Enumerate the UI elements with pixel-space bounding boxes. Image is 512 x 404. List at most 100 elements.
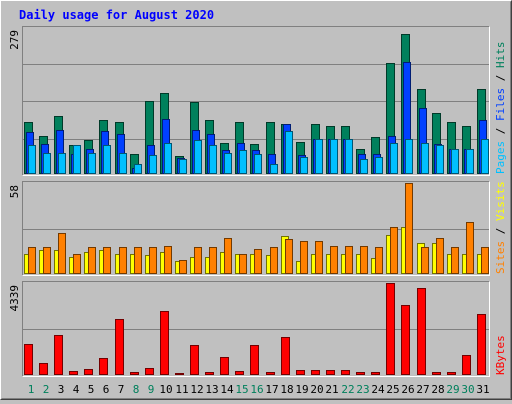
bar-kbytes-day-12 — [190, 345, 199, 375]
x-tick-day-22: 22 — [341, 383, 354, 396]
x-tick-day-28: 28 — [431, 383, 444, 396]
bar-sites-day-30 — [466, 222, 474, 274]
x-tick-day-30: 30 — [461, 383, 474, 396]
bar-sites-day-8 — [134, 247, 142, 274]
bar-sites-day-1 — [28, 247, 36, 274]
bar-kbytes-day-16 — [250, 345, 259, 375]
bar-sites-day-5 — [88, 247, 96, 274]
bar-pages-day-28 — [436, 145, 444, 174]
bar-pages-day-19 — [300, 157, 308, 174]
x-tick-day-29: 29 — [446, 383, 459, 396]
legend-separator: / — [494, 221, 507, 241]
x-tick-day-25: 25 — [386, 383, 399, 396]
panel-border-dark — [22, 181, 490, 276]
chart-panels: 279 Pages / Files / Hits 58 Sites / Visits 4… — [8, 26, 507, 377]
legend-visits: Visits — [494, 181, 507, 221]
bar-pages-day-9 — [149, 155, 157, 174]
x-tick-day-13: 13 — [205, 383, 218, 396]
x-tick-day-18: 18 — [280, 383, 293, 396]
bar-sites-day-17 — [270, 247, 278, 274]
bar-kbytes-day-1 — [24, 344, 33, 375]
panel-legend: KBytes — [494, 335, 507, 375]
bar-pages-day-13 — [209, 145, 217, 174]
bar-pages-day-31 — [481, 139, 489, 174]
x-tick-day-17: 17 — [265, 383, 278, 396]
bar-sites-day-9 — [149, 247, 157, 274]
bar-kbytes-day-18 — [281, 337, 290, 375]
bar-sites-day-29 — [451, 247, 459, 274]
bar-sites-day-3 — [58, 233, 66, 274]
bar-kbytes-day-14 — [220, 357, 229, 375]
bar-kbytes-day-23 — [356, 372, 365, 375]
bar-kbytes-day-10 — [160, 311, 169, 375]
panel-border-dark — [22, 281, 490, 377]
chart-title: Daily usage for August 2020 — [19, 8, 214, 22]
x-tick-day-1: 1 — [28, 383, 35, 396]
bar-sites-day-15 — [239, 254, 247, 274]
x-axis-day-labels: 1 2 3 4 5 6 7 8 9 10 11 12 13 14 15 16 17 18 19 20 21 22 23 24 2… — [28, 383, 490, 396]
bar-sites-day-21 — [330, 246, 338, 274]
x-tick-day-5: 5 — [88, 383, 95, 396]
bar-kbytes-day-2 — [39, 363, 48, 375]
bar-kbytes-day-28 — [432, 372, 441, 375]
x-tick-day-6: 6 — [103, 383, 110, 396]
bar-sites-day-23 — [360, 246, 368, 274]
panel-legend: Pages / Files / Hits — [494, 42, 507, 175]
series-pages — [28, 131, 489, 174]
bar-sites-day-13 — [209, 247, 217, 274]
x-tick-day-24: 24 — [371, 383, 385, 396]
bar-sites-day-12 — [194, 247, 202, 274]
bar-pages-day-20 — [315, 139, 323, 174]
bar-pages-day-1 — [28, 145, 36, 174]
bar-sites-day-2 — [43, 247, 51, 274]
bar-pages-day-27 — [421, 143, 429, 174]
panel-legend: Sites / Visits — [494, 181, 507, 274]
bar-kbytes-day-5 — [84, 369, 93, 375]
bar-kbytes-day-19 — [296, 370, 305, 375]
x-tick-day-23: 23 — [356, 383, 369, 396]
bar-kbytes-day-6 — [99, 358, 108, 375]
bar-sites-day-31 — [481, 247, 489, 274]
bar-sites-day-10 — [164, 246, 172, 274]
bar-kbytes-day-30 — [462, 355, 471, 375]
bar-sites-day-14 — [224, 238, 232, 274]
legend-hits: Hits — [494, 42, 507, 69]
panel-kbytes: 4339 KBytes — [8, 281, 507, 377]
x-tick-day-10: 10 — [159, 383, 172, 396]
x-tick-day-2: 2 — [43, 383, 50, 396]
bar-pages-day-14 — [224, 153, 232, 174]
legend-files: Files — [494, 88, 507, 121]
legend-pages: Pages — [494, 141, 507, 174]
legend-separator: / — [494, 121, 507, 141]
bar-kbytes-day-4 — [69, 371, 78, 375]
bar-pages-day-17 — [270, 164, 278, 174]
series-sites — [28, 183, 489, 274]
panel-border-light — [22, 181, 490, 276]
bar-kbytes-day-27 — [417, 288, 426, 375]
bar-pages-day-5 — [88, 153, 96, 174]
x-tick-day-11: 11 — [175, 383, 188, 396]
bar-kbytes-day-8 — [130, 372, 139, 375]
bar-pages-day-15 — [239, 150, 247, 174]
bar-kbytes-day-15 — [235, 371, 244, 375]
x-tick-day-3: 3 — [58, 383, 65, 396]
bar-pages-day-18 — [285, 131, 293, 174]
x-tick-day-31: 31 — [476, 383, 489, 396]
bar-pages-day-4 — [73, 145, 81, 174]
bar-sites-day-25 — [390, 227, 398, 274]
x-tick-day-19: 19 — [295, 383, 308, 396]
bar-pages-day-30 — [466, 149, 474, 174]
panel-hits-files-pages: 279 Pages / Files / Hits — [8, 26, 507, 176]
bar-pages-day-23 — [360, 159, 368, 174]
bar-kbytes-day-29 — [447, 372, 456, 375]
x-tick-day-7: 7 — [118, 383, 125, 396]
bar-pages-day-24 — [375, 157, 383, 174]
bar-pages-day-21 — [330, 139, 338, 174]
bar-pages-day-22 — [345, 139, 353, 174]
x-tick-day-21: 21 — [325, 383, 338, 396]
x-tick-day-9: 9 — [148, 383, 155, 396]
x-tick-day-8: 8 — [133, 383, 140, 396]
bar-sites-day-18 — [285, 239, 293, 274]
